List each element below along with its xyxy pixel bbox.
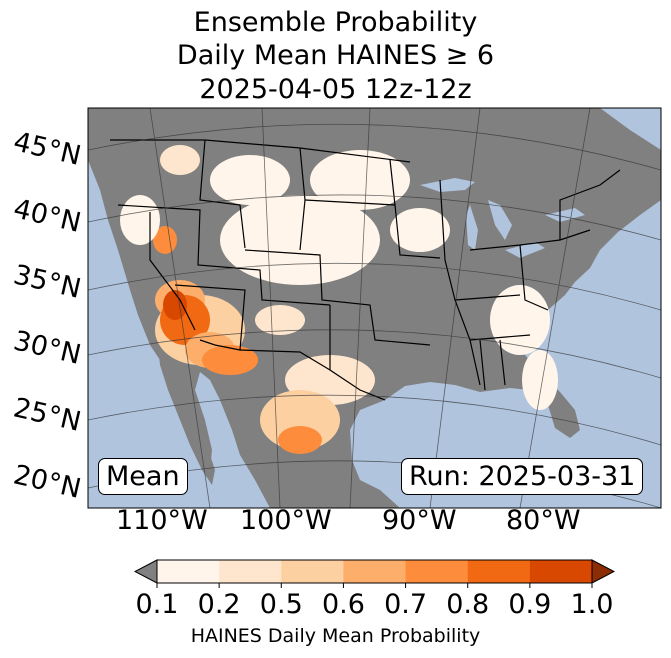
state-borders [110, 139, 621, 401]
probability-region [160, 145, 200, 175]
colorbar-bin [467, 560, 531, 583]
probability-region [163, 290, 187, 320]
colorbar-tick-label: 0.2 [197, 589, 241, 620]
probability-region [522, 350, 558, 410]
colorbar-bin [157, 560, 220, 583]
colorbar-tick-label: 1.0 [570, 589, 614, 620]
colorbar-tick-label: 0.6 [321, 589, 365, 620]
colorbar [133, 559, 616, 588]
run-label: Run: 2025-03-31 [401, 458, 644, 495]
probability-region [210, 155, 290, 205]
title-line-2: Daily Mean HAINES ≥ 6 [176, 40, 495, 71]
colorbar-bin [343, 560, 407, 583]
colorbar-tick-label: 0.1 [135, 589, 179, 620]
probability-region [220, 195, 380, 285]
great-lakes [420, 178, 585, 258]
probability-region [390, 208, 450, 252]
colorbar-bin [529, 560, 593, 583]
colorbar-bin [405, 560, 469, 583]
probability-region [255, 305, 305, 335]
colorbar-tick-label: 0.7 [384, 589, 428, 620]
colorbar-over-arrow [591, 559, 616, 584]
colorbar-under-arrow [133, 559, 158, 584]
colorbar-bin [281, 560, 344, 583]
lon-label-110: 110°W [116, 505, 208, 536]
lon-label-90: 90°W [382, 505, 457, 536]
baja-peninsula [158, 345, 215, 485]
probability-region [120, 195, 160, 245]
title-line-3: 2025-04-05 12z-12z [199, 74, 472, 105]
lon-label-100: 100°W [240, 505, 332, 536]
lon-label-80: 80°W [506, 505, 581, 536]
stat-label: Mean [98, 458, 188, 495]
colorbar-label: HAINES Daily Mean Probability [190, 625, 481, 647]
colorbar-tick-label: 0.9 [508, 589, 552, 620]
colorbar-tick-label: 0.5 [259, 589, 303, 620]
probability-region [202, 345, 258, 375]
land-mass [88, 108, 661, 508]
colorbar-bin [219, 560, 282, 583]
probability-region [278, 426, 322, 454]
title-line-1: Ensemble Probability [193, 7, 478, 38]
colorbar-tick-label: 0.8 [446, 589, 490, 620]
map-frame [87, 107, 662, 509]
colorbar-frame [156, 559, 593, 584]
